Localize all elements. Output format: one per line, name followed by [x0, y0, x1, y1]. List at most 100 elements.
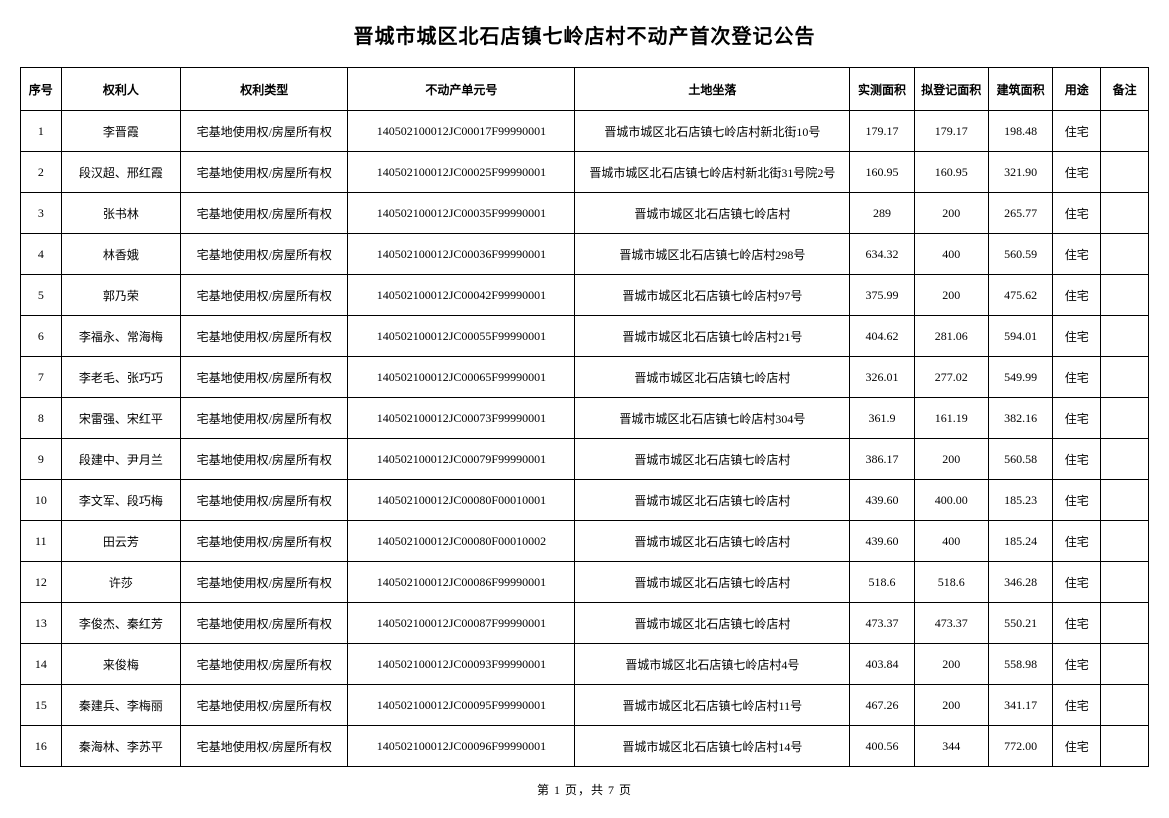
- cell-type: 宅基地使用权/房屋所有权: [181, 521, 348, 562]
- cell-unit: 140502100012JC00080F00010002: [348, 521, 575, 562]
- cell-owner: 李晋霞: [61, 111, 180, 152]
- table-row: 11田云芳宅基地使用权/房屋所有权140502100012JC00080F000…: [21, 521, 1149, 562]
- col-header-loc: 土地坐落: [575, 68, 850, 111]
- cell-unit: 140502100012JC00095F99990001: [348, 685, 575, 726]
- table-row: 3张书林宅基地使用权/房屋所有权140502100012JC00035F9999…: [21, 193, 1149, 234]
- cell-note: [1101, 685, 1149, 726]
- cell-area2: 200: [914, 644, 988, 685]
- cell-owner: 李俊杰、秦红芳: [61, 603, 180, 644]
- col-header-area3: 建筑面积: [988, 68, 1053, 111]
- cell-use: 住宅: [1053, 726, 1101, 767]
- cell-use: 住宅: [1053, 603, 1101, 644]
- cell-loc: 晋城市城区北石店镇七岭店村304号: [575, 398, 850, 439]
- cell-loc: 晋城市城区北石店镇七岭店村: [575, 439, 850, 480]
- cell-seq: 6: [21, 316, 62, 357]
- cell-seq: 9: [21, 439, 62, 480]
- cell-area3: 558.98: [988, 644, 1053, 685]
- cell-note: [1101, 152, 1149, 193]
- cell-seq: 15: [21, 685, 62, 726]
- cell-area3: 549.99: [988, 357, 1053, 398]
- cell-area3: 560.59: [988, 234, 1053, 275]
- cell-type: 宅基地使用权/房屋所有权: [181, 644, 348, 685]
- cell-area2: 277.02: [914, 357, 988, 398]
- cell-unit: 140502100012JC00065F99990001: [348, 357, 575, 398]
- cell-type: 宅基地使用权/房屋所有权: [181, 275, 348, 316]
- cell-area2: 161.19: [914, 398, 988, 439]
- cell-owner: 田云芳: [61, 521, 180, 562]
- cell-owner: 秦建兵、李梅丽: [61, 685, 180, 726]
- cell-loc: 晋城市城区北石店镇七岭店村: [575, 480, 850, 521]
- cell-owner: 郭乃荣: [61, 275, 180, 316]
- pager: 第 1 页，共 7 页: [20, 781, 1149, 798]
- col-header-owner: 权利人: [61, 68, 180, 111]
- cell-seq: 14: [21, 644, 62, 685]
- cell-type: 宅基地使用权/房屋所有权: [181, 726, 348, 767]
- cell-area2: 400: [914, 521, 988, 562]
- cell-loc: 晋城市城区北石店镇七岭店村4号: [575, 644, 850, 685]
- col-header-unit: 不动产单元号: [348, 68, 575, 111]
- cell-use: 住宅: [1053, 480, 1101, 521]
- registration-table: 序号权利人权利类型不动产单元号土地坐落实测面积拟登记面积建筑面积用途备注 1李晋…: [20, 67, 1149, 767]
- page-title: 晋城市城区北石店镇七岭店村不动产首次登记公告: [20, 20, 1149, 49]
- cell-use: 住宅: [1053, 357, 1101, 398]
- cell-type: 宅基地使用权/房屋所有权: [181, 152, 348, 193]
- cell-loc: 晋城市城区北石店镇七岭店村: [575, 521, 850, 562]
- cell-area1: 160.95: [850, 152, 915, 193]
- cell-unit: 140502100012JC00055F99990001: [348, 316, 575, 357]
- cell-unit: 140502100012JC00035F99990001: [348, 193, 575, 234]
- cell-owner: 许莎: [61, 562, 180, 603]
- cell-owner: 段建中、尹月兰: [61, 439, 180, 480]
- cell-loc: 晋城市城区北石店镇七岭店村新北街31号院2号: [575, 152, 850, 193]
- cell-use: 住宅: [1053, 439, 1101, 480]
- cell-type: 宅基地使用权/房屋所有权: [181, 193, 348, 234]
- col-header-area1: 实测面积: [850, 68, 915, 111]
- cell-note: [1101, 111, 1149, 152]
- cell-area3: 321.90: [988, 152, 1053, 193]
- table-row: 16秦海林、李苏平宅基地使用权/房屋所有权140502100012JC00096…: [21, 726, 1149, 767]
- cell-seq: 2: [21, 152, 62, 193]
- cell-type: 宅基地使用权/房屋所有权: [181, 357, 348, 398]
- cell-area1: 289: [850, 193, 915, 234]
- cell-use: 住宅: [1053, 562, 1101, 603]
- cell-unit: 140502100012JC00079F99990001: [348, 439, 575, 480]
- cell-area3: 560.58: [988, 439, 1053, 480]
- table-row: 2段汉超、邢红霞宅基地使用权/房屋所有权140502100012JC00025F…: [21, 152, 1149, 193]
- cell-loc: 晋城市城区北石店镇七岭店村: [575, 193, 850, 234]
- cell-area1: 634.32: [850, 234, 915, 275]
- cell-use: 住宅: [1053, 152, 1101, 193]
- cell-note: [1101, 275, 1149, 316]
- cell-owner: 秦海林、李苏平: [61, 726, 180, 767]
- cell-note: [1101, 316, 1149, 357]
- col-header-seq: 序号: [21, 68, 62, 111]
- cell-owner: 来俊梅: [61, 644, 180, 685]
- cell-seq: 13: [21, 603, 62, 644]
- cell-area2: 400: [914, 234, 988, 275]
- cell-loc: 晋城市城区北石店镇七岭店村97号: [575, 275, 850, 316]
- cell-area3: 198.48: [988, 111, 1053, 152]
- cell-area3: 475.62: [988, 275, 1053, 316]
- cell-loc: 晋城市城区北石店镇七岭店村21号: [575, 316, 850, 357]
- cell-area1: 473.37: [850, 603, 915, 644]
- col-header-type: 权利类型: [181, 68, 348, 111]
- cell-unit: 140502100012JC00086F99990001: [348, 562, 575, 603]
- cell-use: 住宅: [1053, 521, 1101, 562]
- cell-unit: 140502100012JC00042F99990001: [348, 275, 575, 316]
- cell-area1: 326.01: [850, 357, 915, 398]
- cell-note: [1101, 603, 1149, 644]
- table-row: 5郭乃荣宅基地使用权/房屋所有权140502100012JC00042F9999…: [21, 275, 1149, 316]
- cell-area2: 200: [914, 275, 988, 316]
- cell-use: 住宅: [1053, 316, 1101, 357]
- cell-area1: 439.60: [850, 480, 915, 521]
- cell-seq: 1: [21, 111, 62, 152]
- table-row: 10李文军、段巧梅宅基地使用权/房屋所有权140502100012JC00080…: [21, 480, 1149, 521]
- cell-area3: 341.17: [988, 685, 1053, 726]
- cell-unit: 140502100012JC00017F99990001: [348, 111, 575, 152]
- cell-loc: 晋城市城区北石店镇七岭店村新北街10号: [575, 111, 850, 152]
- cell-seq: 11: [21, 521, 62, 562]
- cell-type: 宅基地使用权/房屋所有权: [181, 111, 348, 152]
- cell-area1: 361.9: [850, 398, 915, 439]
- cell-type: 宅基地使用权/房屋所有权: [181, 685, 348, 726]
- cell-area2: 179.17: [914, 111, 988, 152]
- table-row: 9段建中、尹月兰宅基地使用权/房屋所有权140502100012JC00079F…: [21, 439, 1149, 480]
- cell-note: [1101, 398, 1149, 439]
